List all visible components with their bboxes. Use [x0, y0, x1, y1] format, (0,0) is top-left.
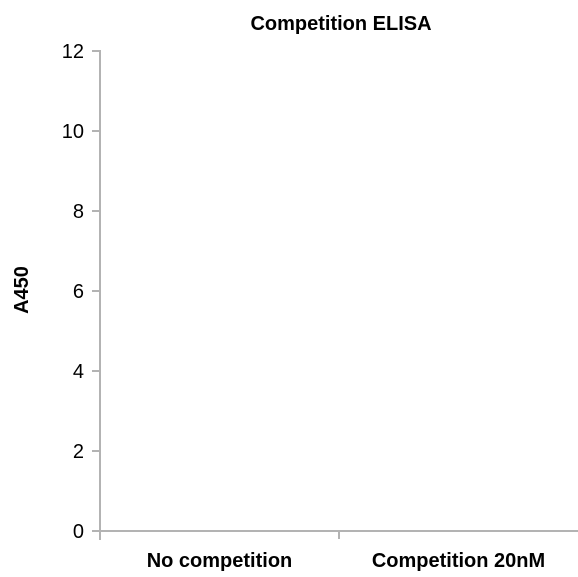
y-tick-label: 8 [73, 201, 84, 223]
y-tick-label: 2 [73, 441, 84, 463]
y-tick-label: 12 [62, 41, 84, 63]
y-tick-label: 6 [73, 281, 84, 303]
y-tick-label: 0 [73, 521, 84, 543]
x-tick-label: No competition [147, 550, 293, 572]
x-tick-label: Competition 20nM [372, 550, 545, 572]
plot-area: 0 2 4 6 8 10 12 No competition Competition 20nM [62, 41, 578, 572]
chart-title: Competition ELISA [250, 13, 431, 35]
y-tick-label: 10 [62, 121, 84, 143]
x-ticks: No competition Competition 20nM [99, 531, 545, 572]
y-axis-label: A450 [11, 266, 33, 314]
y-ticks: 0 2 4 6 8 10 12 [62, 41, 100, 543]
y-tick-label: 4 [73, 361, 84, 383]
